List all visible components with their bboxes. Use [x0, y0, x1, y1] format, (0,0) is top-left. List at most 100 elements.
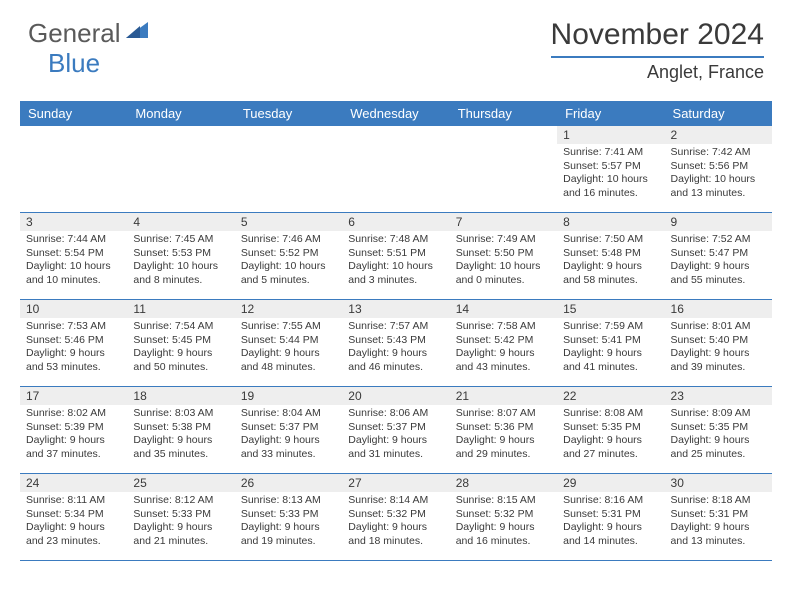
day-sunrise: Sunrise: 7:45 AM [133, 233, 228, 247]
day-cell: 15Sunrise: 7:59 AMSunset: 5:41 PMDayligh… [557, 300, 664, 386]
day-number: 2 [665, 126, 772, 144]
day-cell: 12Sunrise: 7:55 AMSunset: 5:44 PMDayligh… [235, 300, 342, 386]
day-sunset: Sunset: 5:35 PM [563, 421, 658, 435]
day-number: 23 [665, 387, 772, 405]
week-row: 10Sunrise: 7:53 AMSunset: 5:46 PMDayligh… [20, 300, 772, 387]
day-cell [20, 126, 127, 212]
dow-monday: Monday [127, 101, 234, 126]
day-daylight: Daylight: 10 hours and 16 minutes. [563, 173, 658, 200]
day-sunset: Sunset: 5:54 PM [26, 247, 121, 261]
day-daylight: Daylight: 10 hours and 10 minutes. [26, 260, 121, 287]
week-row: 1Sunrise: 7:41 AMSunset: 5:57 PMDaylight… [20, 126, 772, 213]
day-number: 6 [342, 213, 449, 231]
day-daylight: Daylight: 9 hours and 19 minutes. [241, 521, 336, 548]
day-number: 28 [450, 474, 557, 492]
day-daylight: Daylight: 9 hours and 23 minutes. [26, 521, 121, 548]
day-number: 4 [127, 213, 234, 231]
day-sunrise: Sunrise: 7:54 AM [133, 320, 228, 334]
location-label: Anglet, France [551, 62, 764, 83]
day-body: Sunrise: 7:53 AMSunset: 5:46 PMDaylight:… [20, 318, 127, 379]
day-sunrise: Sunrise: 8:04 AM [241, 407, 336, 421]
day-daylight: Daylight: 9 hours and 29 minutes. [456, 434, 551, 461]
day-sunset: Sunset: 5:32 PM [348, 508, 443, 522]
day-sunset: Sunset: 5:32 PM [456, 508, 551, 522]
day-body: Sunrise: 8:03 AMSunset: 5:38 PMDaylight:… [127, 405, 234, 466]
day-number: 29 [557, 474, 664, 492]
day-of-week-row: Sunday Monday Tuesday Wednesday Thursday… [20, 101, 772, 126]
week-row: 17Sunrise: 8:02 AMSunset: 5:39 PMDayligh… [20, 387, 772, 474]
day-daylight: Daylight: 9 hours and 21 minutes. [133, 521, 228, 548]
day-cell: 6Sunrise: 7:48 AMSunset: 5:51 PMDaylight… [342, 213, 449, 299]
day-body: Sunrise: 8:14 AMSunset: 5:32 PMDaylight:… [342, 492, 449, 553]
day-cell: 5Sunrise: 7:46 AMSunset: 5:52 PMDaylight… [235, 213, 342, 299]
dow-saturday: Saturday [665, 101, 772, 126]
day-body: Sunrise: 8:16 AMSunset: 5:31 PMDaylight:… [557, 492, 664, 553]
day-number: 11 [127, 300, 234, 318]
day-number [20, 126, 127, 144]
day-cell: 23Sunrise: 8:09 AMSunset: 5:35 PMDayligh… [665, 387, 772, 473]
day-sunset: Sunset: 5:52 PM [241, 247, 336, 261]
day-body: Sunrise: 7:45 AMSunset: 5:53 PMDaylight:… [127, 231, 234, 292]
day-sunrise: Sunrise: 8:18 AM [671, 494, 766, 508]
logo-triangle-icon [126, 22, 148, 43]
day-daylight: Daylight: 10 hours and 3 minutes. [348, 260, 443, 287]
logo-text-blue: Blue [48, 48, 100, 79]
dow-tuesday: Tuesday [235, 101, 342, 126]
day-number: 19 [235, 387, 342, 405]
day-sunrise: Sunrise: 7:59 AM [563, 320, 658, 334]
day-daylight: Daylight: 9 hours and 43 minutes. [456, 347, 551, 374]
day-cell: 20Sunrise: 8:06 AMSunset: 5:37 PMDayligh… [342, 387, 449, 473]
dow-sunday: Sunday [20, 101, 127, 126]
day-sunrise: Sunrise: 8:01 AM [671, 320, 766, 334]
day-body: Sunrise: 7:55 AMSunset: 5:44 PMDaylight:… [235, 318, 342, 379]
day-cell [127, 126, 234, 212]
day-sunset: Sunset: 5:57 PM [563, 160, 658, 174]
day-cell [450, 126, 557, 212]
day-daylight: Daylight: 9 hours and 18 minutes. [348, 521, 443, 548]
day-sunset: Sunset: 5:44 PM [241, 334, 336, 348]
day-cell: 4Sunrise: 7:45 AMSunset: 5:53 PMDaylight… [127, 213, 234, 299]
week-row: 24Sunrise: 8:11 AMSunset: 5:34 PMDayligh… [20, 474, 772, 561]
day-cell: 24Sunrise: 8:11 AMSunset: 5:34 PMDayligh… [20, 474, 127, 560]
logo: General [28, 18, 132, 49]
day-sunset: Sunset: 5:46 PM [26, 334, 121, 348]
day-body: Sunrise: 8:13 AMSunset: 5:33 PMDaylight:… [235, 492, 342, 553]
day-cell: 21Sunrise: 8:07 AMSunset: 5:36 PMDayligh… [450, 387, 557, 473]
day-body: Sunrise: 8:04 AMSunset: 5:37 PMDaylight:… [235, 405, 342, 466]
day-number: 21 [450, 387, 557, 405]
day-sunset: Sunset: 5:47 PM [671, 247, 766, 261]
day-cell: 9Sunrise: 7:52 AMSunset: 5:47 PMDaylight… [665, 213, 772, 299]
day-sunset: Sunset: 5:51 PM [348, 247, 443, 261]
day-number: 24 [20, 474, 127, 492]
day-daylight: Daylight: 10 hours and 13 minutes. [671, 173, 766, 200]
dow-wednesday: Wednesday [342, 101, 449, 126]
day-cell: 1Sunrise: 7:41 AMSunset: 5:57 PMDaylight… [557, 126, 664, 212]
day-sunrise: Sunrise: 8:12 AM [133, 494, 228, 508]
day-sunset: Sunset: 5:53 PM [133, 247, 228, 261]
day-daylight: Daylight: 10 hours and 0 minutes. [456, 260, 551, 287]
day-cell: 18Sunrise: 8:03 AMSunset: 5:38 PMDayligh… [127, 387, 234, 473]
day-number [450, 126, 557, 144]
week-row: 3Sunrise: 7:44 AMSunset: 5:54 PMDaylight… [20, 213, 772, 300]
dow-friday: Friday [557, 101, 664, 126]
day-daylight: Daylight: 9 hours and 41 minutes. [563, 347, 658, 374]
day-body: Sunrise: 7:50 AMSunset: 5:48 PMDaylight:… [557, 231, 664, 292]
day-number: 17 [20, 387, 127, 405]
day-daylight: Daylight: 9 hours and 14 minutes. [563, 521, 658, 548]
day-daylight: Daylight: 9 hours and 55 minutes. [671, 260, 766, 287]
day-daylight: Daylight: 10 hours and 8 minutes. [133, 260, 228, 287]
day-body: Sunrise: 7:42 AMSunset: 5:56 PMDaylight:… [665, 144, 772, 205]
day-sunrise: Sunrise: 7:53 AM [26, 320, 121, 334]
day-body: Sunrise: 8:12 AMSunset: 5:33 PMDaylight:… [127, 492, 234, 553]
day-body: Sunrise: 7:57 AMSunset: 5:43 PMDaylight:… [342, 318, 449, 379]
day-sunrise: Sunrise: 7:42 AM [671, 146, 766, 160]
day-cell: 8Sunrise: 7:50 AMSunset: 5:48 PMDaylight… [557, 213, 664, 299]
weeks-container: 1Sunrise: 7:41 AMSunset: 5:57 PMDaylight… [20, 126, 772, 561]
day-cell: 27Sunrise: 8:14 AMSunset: 5:32 PMDayligh… [342, 474, 449, 560]
day-body: Sunrise: 8:11 AMSunset: 5:34 PMDaylight:… [20, 492, 127, 553]
day-daylight: Daylight: 9 hours and 13 minutes. [671, 521, 766, 548]
day-body: Sunrise: 7:58 AMSunset: 5:42 PMDaylight:… [450, 318, 557, 379]
day-sunset: Sunset: 5:34 PM [26, 508, 121, 522]
day-sunset: Sunset: 5:48 PM [563, 247, 658, 261]
day-cell: 2Sunrise: 7:42 AMSunset: 5:56 PMDaylight… [665, 126, 772, 212]
